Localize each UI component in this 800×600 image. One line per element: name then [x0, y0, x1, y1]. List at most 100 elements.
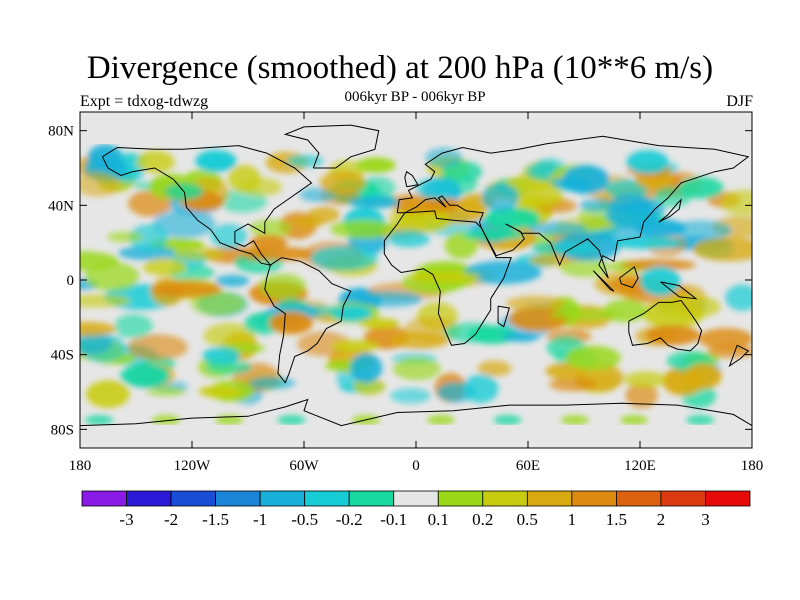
field-cell [203, 322, 257, 349]
field-cell [604, 179, 649, 199]
field-cell [462, 229, 526, 241]
field-cell [658, 295, 721, 319]
field-cell [686, 415, 715, 425]
y-tick-label: 0 [67, 273, 75, 289]
y-tick-label: 40S [51, 348, 74, 364]
colorbar-label: 2 [657, 510, 666, 529]
colorbar-label: -1.5 [202, 510, 229, 529]
map-plot-area [80, 112, 752, 448]
field-cell [114, 313, 153, 339]
field-cell [348, 196, 400, 209]
field-cell [352, 291, 423, 307]
field-cell [530, 241, 600, 255]
field-cell [249, 377, 296, 390]
field-cell [612, 237, 683, 250]
colorbar-swatch [81, 490, 127, 507]
field-cell [359, 318, 400, 329]
field-cell [670, 220, 732, 241]
colorbar-label: -1 [253, 510, 267, 529]
colorbar-swatch [126, 490, 172, 507]
field-cell [425, 147, 463, 168]
coastline-new-guinea [660, 281, 698, 300]
field-cell [331, 305, 372, 322]
colorbar-label: 0.1 [428, 510, 449, 529]
field-cell [444, 322, 499, 343]
colorbar: -3 -2 -1.5 -1 -0.5 -0.2 -0.1 0.1 0.2 0.5 1 1.5 2 3 [81, 490, 751, 529]
chart-subtitle: 006kyr BP - 006kyr BP [344, 89, 486, 105]
field-cell [464, 260, 542, 285]
colorbar-swatch [571, 490, 617, 507]
field-cell [444, 231, 478, 259]
coastline-africa [383, 210, 512, 346]
field-cell [414, 176, 459, 200]
field-cell [249, 219, 292, 238]
field-cell [118, 245, 177, 261]
field-cell [107, 231, 143, 243]
field-cell [80, 172, 121, 197]
field-cell [269, 311, 313, 335]
field-cell [559, 257, 610, 278]
field-cell [505, 295, 566, 311]
colorbar-label: 1.5 [606, 510, 627, 529]
y-tick-label: 80S [51, 422, 74, 438]
field-cell [423, 197, 460, 213]
field-cell [331, 340, 380, 352]
field-cell [173, 246, 224, 261]
x-tick-label: 120E [624, 458, 656, 474]
field-cell [481, 183, 519, 213]
coastline-south-america [264, 257, 352, 384]
field-cell [129, 224, 169, 252]
field-cell [120, 364, 170, 388]
field-cell [549, 377, 597, 392]
field-cell [707, 344, 752, 358]
field-cell [408, 271, 481, 283]
field-cell [477, 360, 512, 377]
coastline-japan [658, 198, 682, 223]
y-tick-label: 40N [48, 198, 74, 214]
field-cell [80, 321, 117, 337]
field-cell [645, 325, 700, 346]
colorbar-swatch [437, 490, 484, 507]
field-cell [150, 281, 223, 298]
field-cell [299, 187, 336, 203]
field-cell [86, 380, 130, 409]
field-cell [560, 415, 589, 425]
field-cell [502, 331, 539, 343]
field-cell [692, 237, 752, 262]
field-cell [720, 189, 752, 216]
colorbar-swatch [482, 490, 528, 507]
coastline-sumatra [592, 270, 615, 292]
field-cell [392, 357, 441, 381]
colorbar-label: -2 [164, 510, 178, 529]
field-cell [146, 386, 186, 397]
colorbar-swatch [348, 490, 395, 507]
coastline-borneo [619, 266, 639, 289]
field-cell [241, 246, 315, 261]
season-label: DJF [726, 93, 753, 110]
x-tick-label: 60E [516, 458, 540, 474]
field-cell [330, 219, 396, 239]
colorbar-label: 0.2 [472, 510, 493, 529]
colorbar-label: -0.2 [336, 510, 363, 529]
field-cell [625, 382, 658, 409]
field-cell [462, 374, 499, 404]
x-tick-label: 60W [289, 458, 319, 474]
colorbar-label: 3 [701, 510, 710, 529]
colorbar-label: -0.1 [380, 510, 407, 529]
field-cell [390, 331, 449, 350]
field-cell [698, 328, 752, 350]
experiment-label: Expt = tdxog-tdwzg [80, 93, 209, 110]
colorbar-swatch [660, 490, 706, 507]
field-cell [550, 308, 619, 321]
field-cell [80, 294, 131, 308]
field-cell [195, 149, 237, 173]
field-cell [562, 165, 610, 195]
field-cell [152, 209, 216, 239]
field-cell [190, 291, 247, 316]
field-cell [620, 415, 649, 425]
axis-ticks: 180 120W 60W 0 60E 120E 180 80N 40N 0 40S 80S [48, 112, 763, 474]
colorbar-label: 0.5 [517, 510, 538, 529]
field-cell [388, 230, 430, 248]
colorbar-label: -3 [119, 510, 133, 529]
